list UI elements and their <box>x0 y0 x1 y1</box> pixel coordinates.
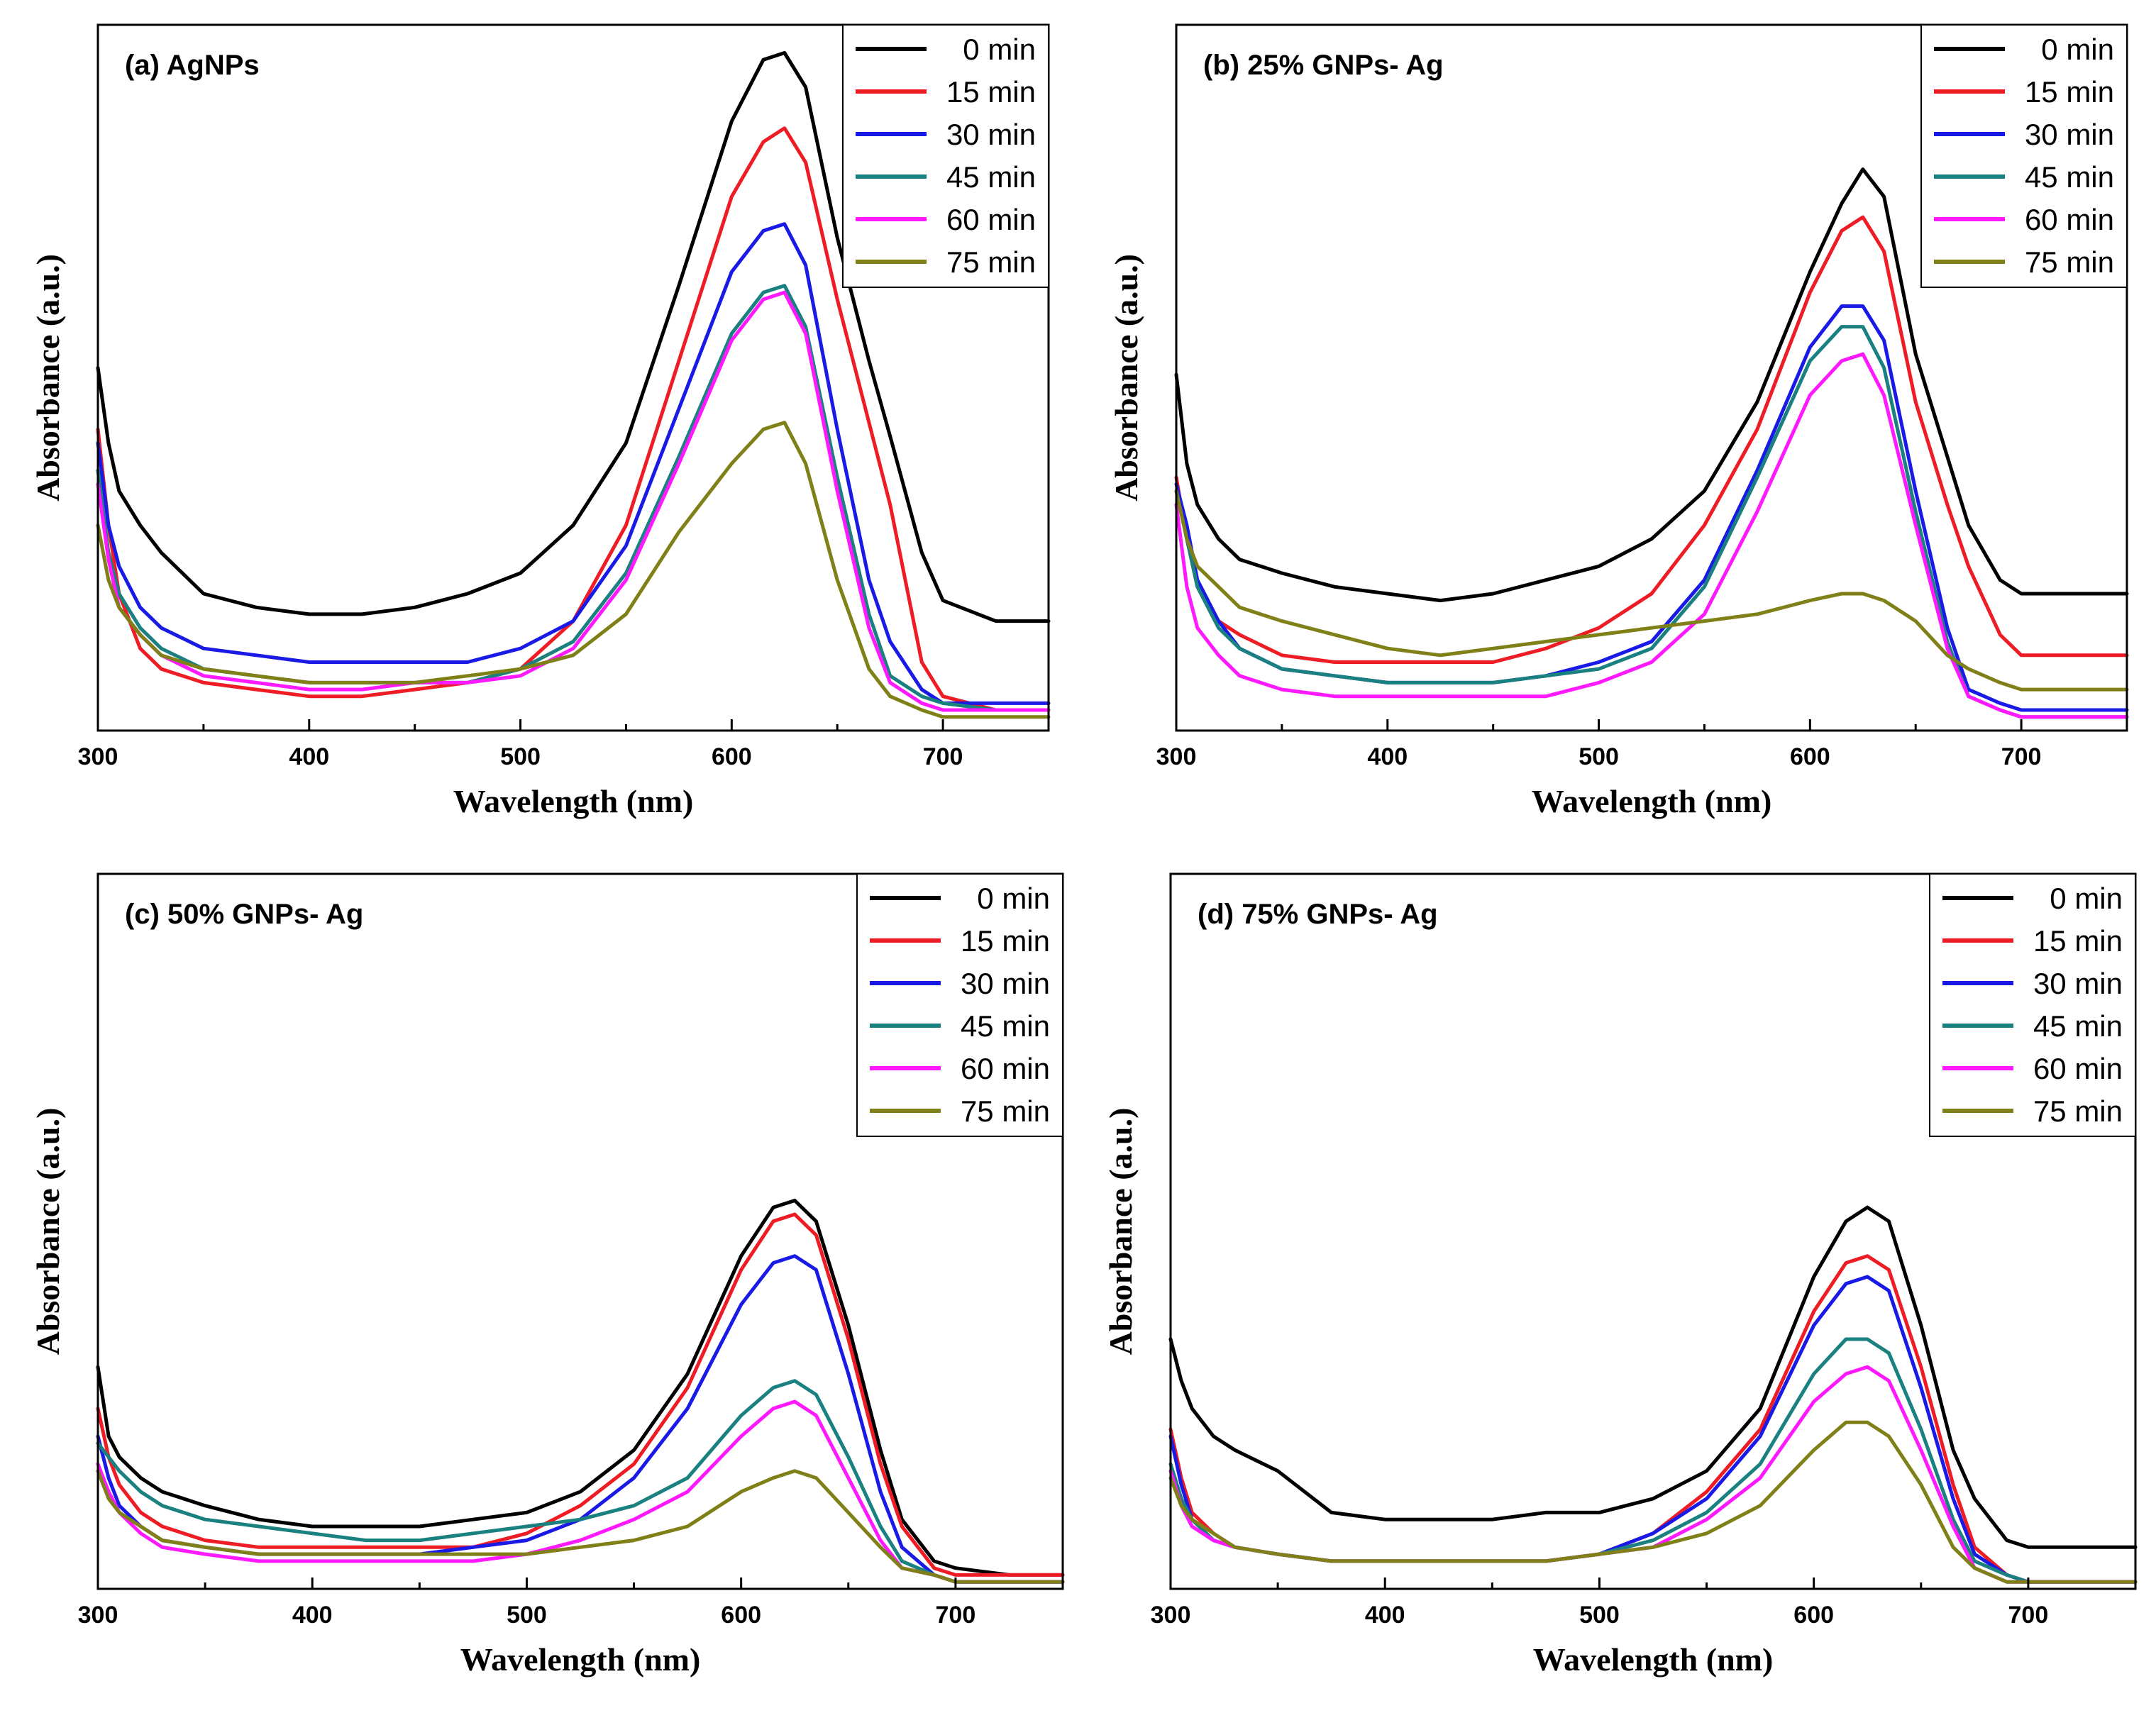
x-tick-label: 700 <box>2001 743 2042 770</box>
x-tick-label: 300 <box>78 1602 118 1629</box>
legend-label: 60 min <box>2033 1052 2123 1085</box>
x-tick-label: 500 <box>500 743 541 770</box>
legend-label: 0 min <box>977 882 1050 915</box>
x-tick-label: 500 <box>1579 743 1619 770</box>
chart-panel-3: 300 400 500 600 700 Wavelength (nm) Absorbance… <box>30 872 1065 1678</box>
legend-box <box>856 873 1063 1137</box>
series-line-0-min <box>96 51 1051 623</box>
plot-frame <box>96 23 1050 732</box>
panel-title: (b) 25% GNPs- Ag <box>1203 50 1444 81</box>
legend: 0 min 15 min 30 min 45 min 60 min 75 min <box>856 873 1063 1137</box>
x-tick-label: 600 <box>712 743 752 770</box>
x-axis-title: Wavelength (nm) <box>1533 1641 1774 1678</box>
panels: 300 400 500 600 700 Wavelength (nm) Absorbance… <box>30 23 2138 1678</box>
legend-label: 45 min <box>2033 1009 2123 1043</box>
legend-box <box>842 24 1049 288</box>
legend-label: 15 min <box>961 924 1050 958</box>
x-tick-label: 500 <box>507 1602 547 1629</box>
y-axis-title: Absorbance (a.u.) <box>1108 254 1144 501</box>
legend-label: 30 min <box>946 118 1036 151</box>
plot-frame <box>96 872 1064 1590</box>
legend-label: 60 min <box>946 203 1036 236</box>
legend-label: 60 min <box>2025 203 2114 236</box>
series-line-0-min <box>96 1199 1065 1577</box>
chart-panel-2: 300 400 500 600 700 Wavelength (nm) Absorbance… <box>1108 23 2129 819</box>
legend-label: 30 min <box>2033 967 2123 1000</box>
legend-label: 15 min <box>2033 924 2123 958</box>
legend-label: 75 min <box>2033 1094 2123 1128</box>
x-tick-label: 700 <box>923 743 963 770</box>
series-line-75-min <box>96 1469 1065 1584</box>
x-axis-title: Wavelength (nm) <box>453 783 694 819</box>
legend-label: 0 min <box>963 33 1036 66</box>
series-line-30-min <box>96 222 1051 705</box>
legend-label: 0 min <box>2041 33 2114 66</box>
series-line-15-min <box>1174 215 2129 664</box>
x-tick-label: 600 <box>721 1602 761 1629</box>
panel-title: (c) 50% GNPs- Ag <box>125 899 363 930</box>
legend-label: 30 min <box>2025 118 2114 151</box>
legend-label: 60 min <box>961 1052 1050 1085</box>
legend-box <box>1920 24 2128 288</box>
series-line-45-min <box>96 1379 1065 1584</box>
x-tick-label: 500 <box>1579 1602 1620 1629</box>
x-tick-label: 400 <box>292 1602 333 1629</box>
x-tick-label: 300 <box>78 743 118 770</box>
legend-label: 15 min <box>2025 75 2114 109</box>
series-line-15-min <box>96 126 1051 712</box>
x-axis-title: Wavelength (nm) <box>460 1641 701 1678</box>
chart-panel-4: 300 400 500 600 700 Wavelength (nm) Absorbance… <box>1102 872 2138 1678</box>
series-line-75-min <box>96 421 1051 719</box>
series-group <box>1174 167 2129 719</box>
series-line-75-min <box>1174 489 2129 692</box>
x-tick-label: 300 <box>1151 1602 1191 1629</box>
x-tick-label: 600 <box>1793 1602 1834 1629</box>
x-tick-label: 400 <box>1367 743 1408 770</box>
x-axis-title: Wavelength (nm) <box>1532 783 1772 819</box>
y-axis-title: Absorbance (a.u.) <box>1102 1108 1139 1355</box>
legend-label: 45 min <box>961 1009 1050 1043</box>
legend: 0 min 15 min 30 min 45 min 60 min 75 min <box>1929 873 2136 1137</box>
series-line-75-min <box>1168 1420 2138 1584</box>
series-group <box>1168 1205 2138 1584</box>
legend: 0 min 15 min 30 min 45 min 60 min 75 min <box>842 24 1049 288</box>
panel-title: (a) AgNPs <box>125 50 260 81</box>
legend-label: 75 min <box>946 245 1036 279</box>
plot-frame <box>1169 872 2137 1590</box>
x-tick-label: 400 <box>289 743 329 770</box>
panel-title: (d) 75% GNPs- Ag <box>1198 899 1438 930</box>
legend-label: 45 min <box>2025 160 2114 194</box>
chart-panel-1: 300 400 500 600 700 Wavelength (nm) Absorbance… <box>30 23 1051 819</box>
series-group <box>96 1199 1065 1584</box>
legend-label: 0 min <box>2050 882 2123 915</box>
x-tick-label: 300 <box>1156 743 1197 770</box>
series-group <box>96 51 1051 719</box>
series-line-0-min <box>1168 1205 2138 1549</box>
plot-frame <box>1175 23 2128 732</box>
legend-label: 45 min <box>946 160 1036 194</box>
x-tick-label: 700 <box>936 1602 976 1629</box>
x-tick-label: 700 <box>2008 1602 2049 1629</box>
y-axis-title: Absorbance (a.u.) <box>30 1108 66 1355</box>
x-tick-label: 400 <box>1365 1602 1405 1629</box>
legend-label: 75 min <box>961 1094 1050 1128</box>
y-axis-title: Absorbance (a.u.) <box>30 254 66 501</box>
legend: 0 min 15 min 30 min 45 min 60 min 75 min <box>1920 24 2128 288</box>
legend-label: 75 min <box>2025 245 2114 279</box>
series-line-15-min <box>96 1212 1065 1577</box>
series-line-60-min <box>1174 352 2129 719</box>
legend-label: 15 min <box>946 75 1036 109</box>
series-line-45-min <box>96 284 1051 712</box>
legend-label: 30 min <box>961 967 1050 1000</box>
x-tick-label: 600 <box>1790 743 1830 770</box>
series-line-0-min <box>1174 167 2129 603</box>
legend-box <box>1929 873 2136 1137</box>
